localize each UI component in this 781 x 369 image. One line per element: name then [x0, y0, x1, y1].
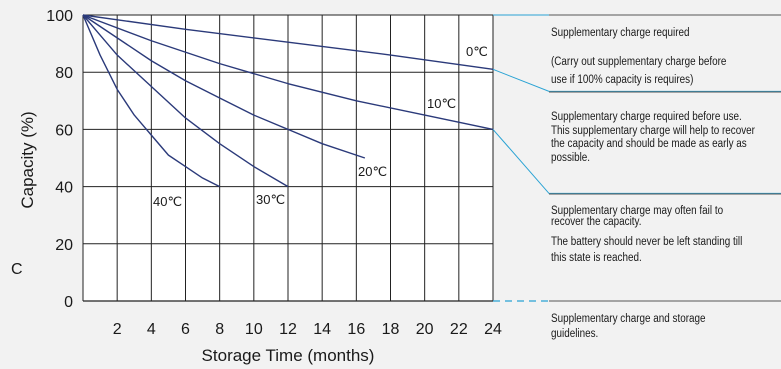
x-tick-label: 4 [147, 321, 156, 338]
x-tick-label: 18 [382, 321, 400, 338]
curve-line [82, 14, 494, 71]
y-axis-unit: C [11, 261, 23, 278]
x-tick-label: 14 [313, 321, 331, 338]
x-tick-label: 8 [215, 321, 224, 338]
x-tick-label: 24 [484, 321, 502, 338]
x-axis-label: Storage Time (months) [202, 346, 375, 365]
curve-label: 10℃ [427, 96, 456, 111]
y-tick-label: 20 [55, 237, 73, 254]
x-tick-label: 2 [113, 321, 122, 338]
curve-label: 0℃ [466, 44, 488, 59]
y-tick-label: 80 [55, 65, 73, 82]
curve-line [82, 14, 494, 131]
y-tick-label: 60 [55, 122, 73, 139]
y-tick-label: 100 [46, 8, 73, 25]
curve-label: 20℃ [358, 164, 387, 179]
x-tick-label: 10 [245, 321, 263, 338]
x-tick-label: 6 [181, 321, 190, 338]
curve-line [82, 14, 220, 188]
x-tick-label: 22 [450, 321, 468, 338]
y-axis-label: Capacity (%) [18, 111, 37, 208]
zone-line-1 [492, 68, 781, 92]
zone4-note: Supplementary charge and storage guideli… [551, 313, 706, 340]
curves [82, 14, 494, 188]
zone-lines [492, 14, 781, 302]
zone1-title: Supplementary charge required [551, 27, 690, 39]
zone2-note: Supplementary charge required before use… [551, 111, 755, 164]
curve-label: 30℃ [256, 192, 285, 207]
y-tick-label: 40 [55, 180, 73, 197]
zone-line-2 [492, 129, 781, 194]
curve-line [82, 14, 366, 159]
curve-label: 40℃ [153, 194, 182, 209]
curve-labels: 0℃ 10℃ 20℃ 30℃ 40℃ [153, 44, 488, 209]
zone3-note-a: Supplementary charge may often fail to r… [551, 205, 724, 228]
x-tick-label: 16 [347, 321, 365, 338]
y-tick-label: 0 [64, 294, 73, 311]
x-tick-label: 20 [416, 321, 434, 338]
curve-line [82, 14, 289, 188]
zone3-note-b: The battery should never be left standin… [551, 236, 743, 264]
zone1-body: (Carry out supplementary charge before u… [551, 56, 727, 86]
x-tick-label: 12 [279, 321, 297, 338]
